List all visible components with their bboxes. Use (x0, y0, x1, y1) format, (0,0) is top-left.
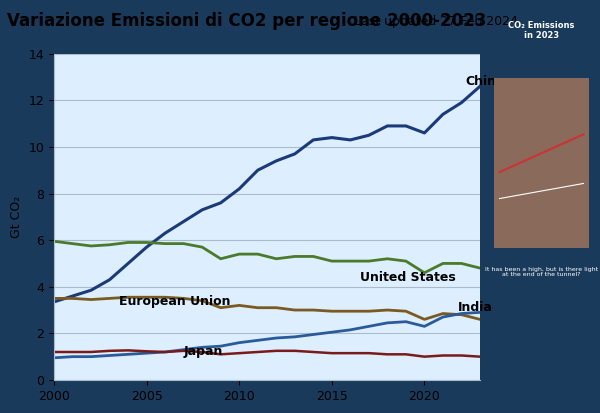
Text: Variazione Emissioni di CO2 per regione 2000-2023: Variazione Emissioni di CO2 per regione … (7, 12, 487, 31)
Text: China: China (465, 75, 505, 88)
Text: Japan: Japan (184, 346, 223, 358)
Y-axis label: Gt CO₂: Gt CO₂ (10, 196, 23, 238)
Text: European Union: European Union (119, 295, 230, 308)
Text: Last updated 27 Feb 2024: Last updated 27 Feb 2024 (354, 15, 518, 28)
FancyBboxPatch shape (494, 78, 589, 248)
Text: CO₂ Emissions
in 2023: CO₂ Emissions in 2023 (508, 21, 575, 40)
Text: India: India (458, 301, 493, 314)
Text: United States: United States (359, 271, 455, 284)
Text: It has been a high, but is there light
at the end of the tunnel?: It has been a high, but is there light a… (485, 267, 598, 278)
